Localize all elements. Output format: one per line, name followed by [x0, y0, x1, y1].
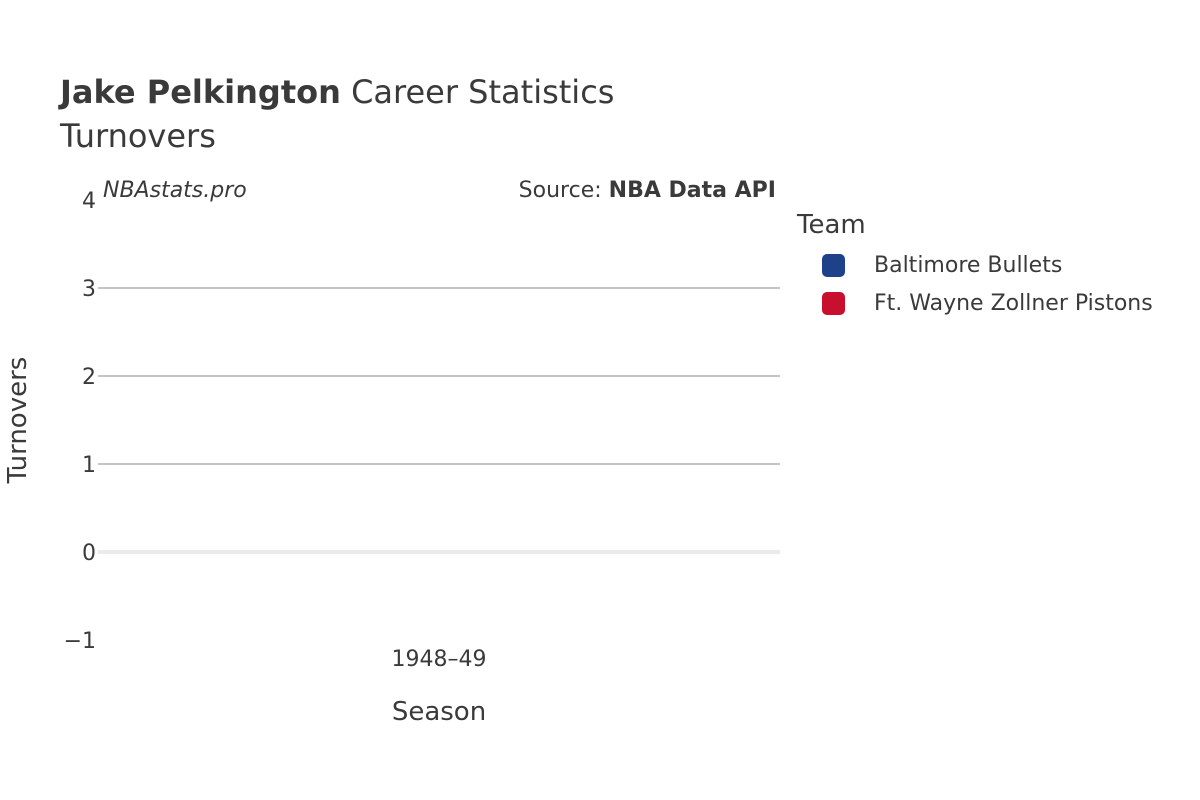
legend-swatch-baltimore-bullets — [822, 253, 845, 277]
x-tick-label: 1948–49 — [392, 647, 487, 672]
y-tick-label: 0 — [82, 541, 96, 566]
legend-label: Baltimore Bullets — [874, 252, 1063, 278]
y-axis-title: Turnovers — [3, 357, 33, 485]
y-tick-label: 3 — [82, 277, 96, 302]
legend-title: Team — [797, 210, 866, 240]
y-tick-layer: −1 0 1 2 3 4 — [64, 189, 96, 654]
legend: Team Baltimore Bullets Ft. Wayne Zollner… — [797, 210, 1153, 322]
chart-subtitle: Turnovers — [60, 117, 216, 156]
y-tick-label: 1 — [82, 453, 96, 478]
watermark: NBAstats.pro — [103, 178, 247, 203]
legend-item-ft-wayne-zollner-pistons[interactable]: Ft. Wayne Zollner Pistons — [797, 284, 1153, 322]
grid-layer — [98, 287, 780, 554]
y-tick-label: 4 — [82, 189, 96, 214]
x-tick-layer: 1948–49 — [392, 647, 487, 672]
y-tick-label: 2 — [82, 365, 96, 390]
chart-title: Jake Pelkington Career Statistics Turnove… — [60, 70, 614, 158]
source-name: NBA Data API — [608, 178, 776, 203]
source-credit: Source: NBA Data API — [519, 178, 776, 203]
y-tick-label: −1 — [64, 629, 96, 654]
title-rest: Career Statistics — [351, 73, 615, 111]
legend-label: Ft. Wayne Zollner Pistons — [874, 290, 1153, 316]
x-axis-title: Season — [392, 697, 486, 727]
player-name: Jake Pelkington — [60, 73, 341, 111]
legend-item-baltimore-bullets[interactable]: Baltimore Bullets — [797, 246, 1153, 284]
source-prefix: Source: — [518, 178, 602, 203]
legend-swatch-ft-wayne-zollner-pistons — [822, 291, 845, 315]
